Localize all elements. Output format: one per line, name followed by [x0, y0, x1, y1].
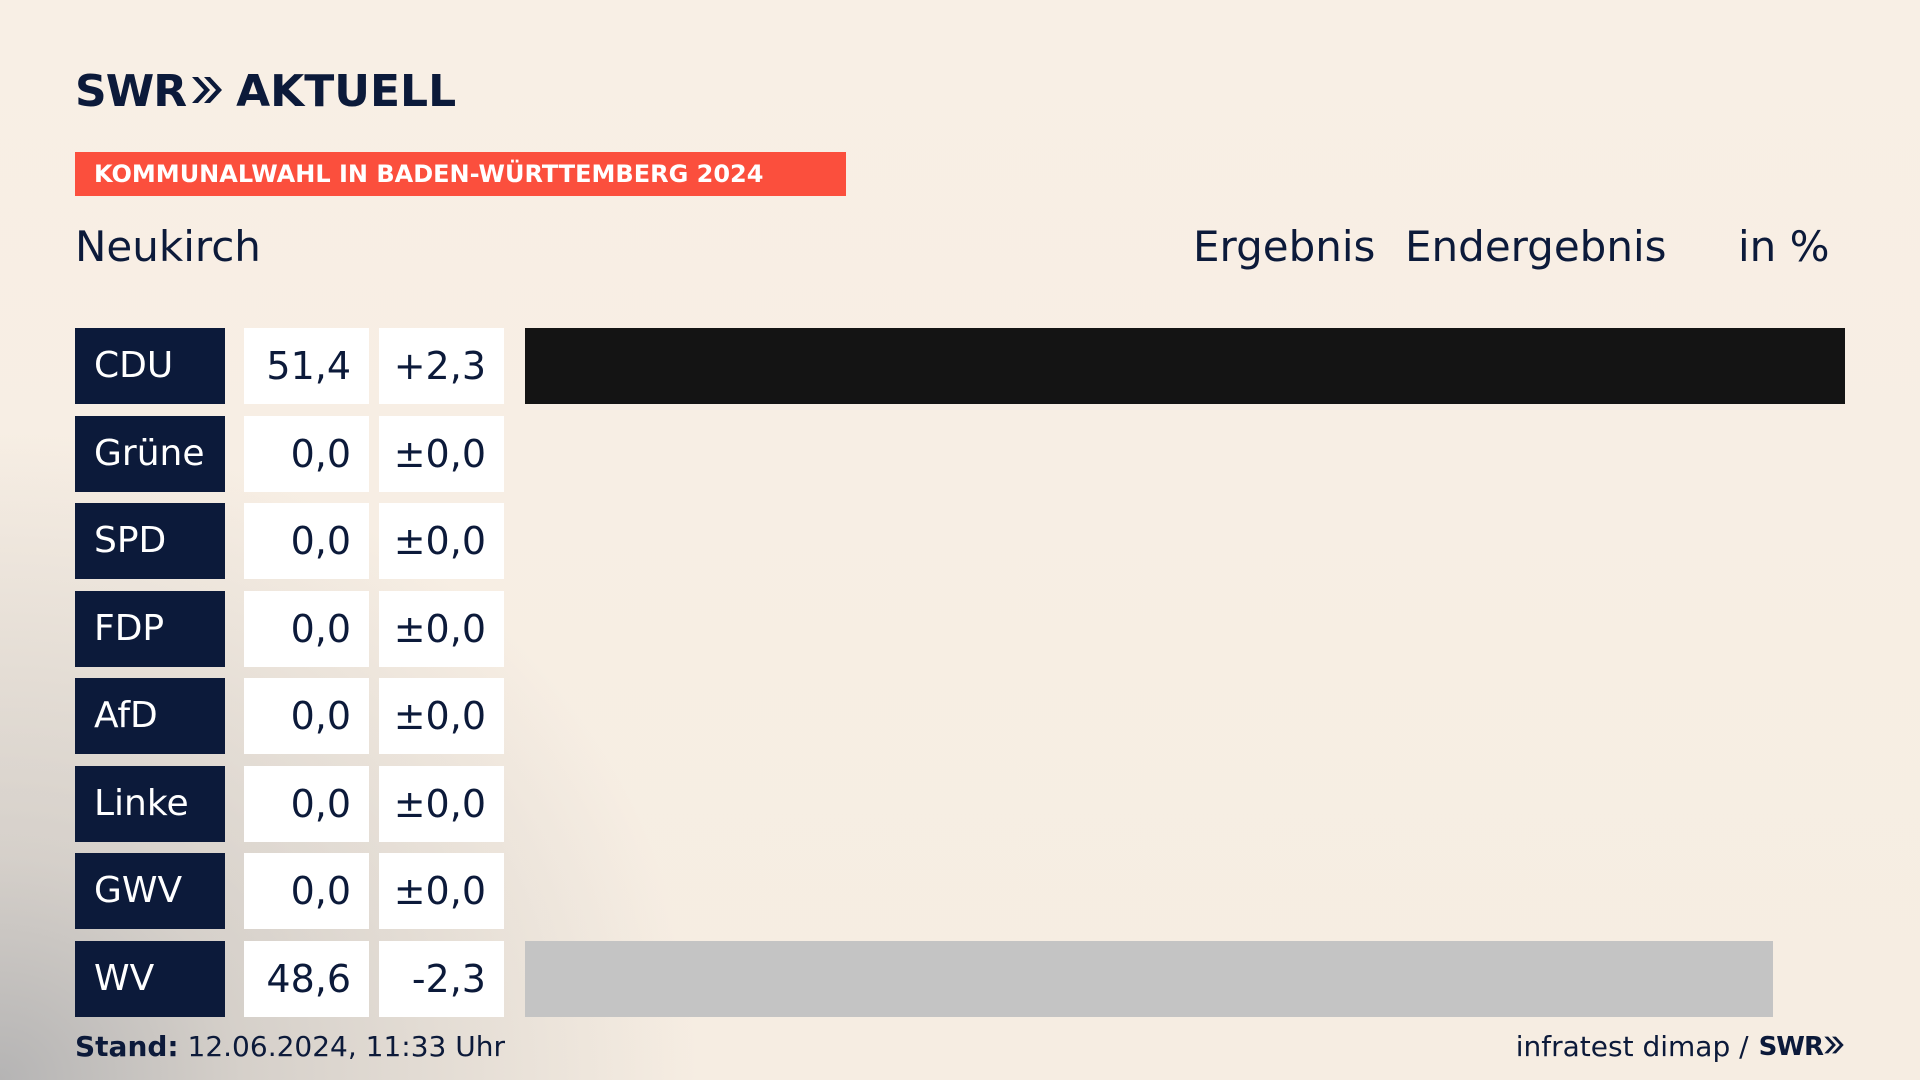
change-value: -2,3 [379, 940, 504, 1017]
change-value: ±0,0 [379, 415, 504, 492]
header-ergebnis: Ergebnis [1193, 222, 1376, 271]
footer-swr-logo: SWR [1758, 1031, 1824, 1062]
result-value: 0,0 [244, 853, 369, 929]
party-label: AfD [75, 678, 225, 754]
chevron-double-icon [190, 73, 224, 111]
result-value: 0,0 [244, 678, 369, 754]
footer-source: infratest dimap / SWR [1516, 1030, 1845, 1063]
source-text: infratest dimap / [1515, 1030, 1749, 1063]
result-bar [525, 940, 1774, 1017]
result-value: 0,0 [244, 503, 369, 579]
party-label: WV [75, 940, 225, 1017]
change-value: ±0,0 [379, 590, 504, 667]
party-label: FDP [75, 590, 225, 667]
party-label: GWV [75, 853, 225, 929]
result-value: 0,0 [244, 765, 369, 842]
result-value: 48,6 [244, 940, 369, 1017]
result-value: 0,0 [244, 590, 369, 667]
header-unit: in % [1738, 222, 1830, 271]
change-value: +2,3 [379, 328, 504, 404]
stand-label: Stand: [75, 1030, 179, 1063]
result-bar [525, 328, 1845, 404]
change-value: ±0,0 [379, 853, 504, 929]
party-label: Linke [75, 765, 225, 842]
party-label: Grüne [75, 415, 225, 492]
change-value: ±0,0 [379, 503, 504, 579]
change-value: ±0,0 [379, 678, 504, 754]
swr-aktuell-logo: SWR AKTUELL [75, 67, 456, 117]
footer-stand: Stand: 12.06.2024, 11:33 Uhr [75, 1030, 505, 1063]
party-label: SPD [75, 503, 225, 579]
place-title: Neukirch [75, 222, 261, 271]
election-banner: KOMMUNALWAHL IN BADEN-WÜRTTEMBERG 2024 [75, 152, 846, 196]
result-value: 0,0 [244, 415, 369, 492]
party-label: CDU [75, 328, 225, 404]
logo-aktuell-text: AKTUELL [236, 66, 457, 117]
footer-chevron-icon [1823, 1030, 1845, 1063]
result-value: 51,4 [244, 328, 369, 404]
stand-value: 12.06.2024, 11:33 Uhr [187, 1030, 505, 1063]
change-value: ±0,0 [379, 765, 504, 842]
header-endergebnis: Endergebnis [1405, 222, 1667, 271]
logo-swr-text: SWR [75, 66, 187, 117]
